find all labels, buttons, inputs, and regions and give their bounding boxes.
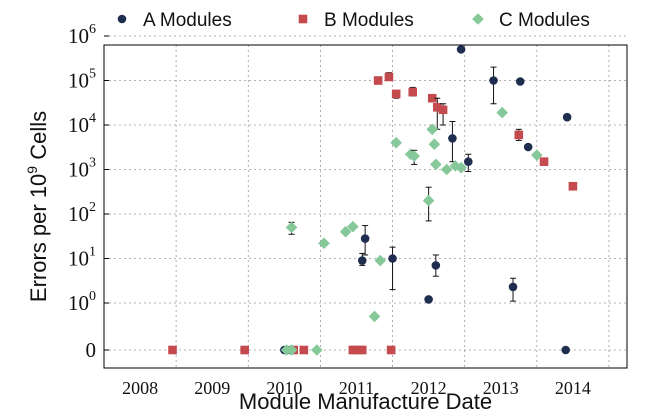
- y-tick-label: 103: [68, 156, 96, 182]
- series-diamond: [280, 106, 543, 356]
- y-tick-label: 101: [68, 245, 96, 271]
- data-point: [347, 220, 359, 233]
- data-point: [386, 345, 396, 355]
- data-point: [408, 87, 418, 97]
- data-point: [299, 345, 309, 355]
- data-point: [311, 344, 323, 356]
- x-tick-label: 2009: [194, 378, 230, 398]
- series-square: [168, 72, 578, 355]
- legend-label: A Modules: [143, 10, 232, 31]
- legend-label: C Modules: [499, 10, 590, 31]
- data-point: [430, 158, 442, 171]
- data-point: [448, 134, 457, 143]
- x-tick-label: 2011: [339, 378, 374, 398]
- legend-item-diamond: C Modules: [472, 10, 590, 31]
- data-point: [391, 89, 401, 99]
- data-point: [285, 221, 298, 234]
- data-point: [562, 112, 572, 122]
- data-point: [440, 163, 453, 176]
- legend-label: B Modules: [324, 10, 414, 31]
- data-point: [368, 310, 381, 323]
- y-tick-label: 106: [68, 22, 96, 48]
- x-tick-label: 2010: [266, 378, 302, 398]
- data-point: [422, 194, 435, 207]
- x-tick-label: 2008: [122, 378, 158, 398]
- data-point: [357, 345, 367, 355]
- y-axis-ticks: 0 100 101 102 103 104 105 106: [68, 22, 109, 362]
- legend-item-square: B Modules: [298, 10, 414, 31]
- y-tick-label: 104: [68, 111, 96, 137]
- grid: [104, 35, 627, 368]
- data-point: [508, 282, 518, 292]
- data-point: [561, 345, 570, 355]
- data-point: [568, 181, 578, 191]
- data-point: [348, 345, 358, 355]
- y-tick-label: 100: [68, 289, 96, 315]
- x-axis-label: Module Manufacture Date: [239, 389, 492, 414]
- y-tick-label: 102: [68, 200, 96, 226]
- data-point: [489, 76, 498, 85]
- data-point: [432, 102, 442, 112]
- data-point: [374, 254, 387, 267]
- data-point: [285, 344, 298, 356]
- data-point: [456, 45, 466, 54]
- legend-marker-circle: [117, 14, 127, 24]
- data-point: [424, 295, 433, 304]
- y-tick-label: 0: [86, 338, 97, 362]
- data-point: [455, 161, 467, 174]
- data-point: [531, 149, 543, 161]
- x-tick-label: 2014: [555, 378, 591, 398]
- data-point: [353, 345, 363, 355]
- data-point: [408, 150, 420, 162]
- data-point: [539, 157, 549, 166]
- data-point: [514, 130, 524, 140]
- legend-item-circle: A Modules: [117, 10, 232, 31]
- data-point: [360, 234, 370, 243]
- data-point: [318, 237, 330, 250]
- data-point: [428, 138, 441, 151]
- data-point: [427, 93, 437, 103]
- data-point: [339, 225, 352, 238]
- data-point: [515, 77, 525, 86]
- data-point: [390, 136, 402, 149]
- data-point: [168, 345, 177, 355]
- data-point: [388, 254, 397, 263]
- data-point: [438, 105, 448, 115]
- data-point: [384, 72, 394, 82]
- data-point: [523, 142, 533, 152]
- data-point: [463, 157, 473, 166]
- data-marks: [168, 45, 578, 356]
- x-tick-label: 2012: [411, 378, 447, 398]
- legend: A Modules B Modules C Modules: [117, 10, 590, 31]
- y-axis-label: Errors per 109 Cells: [24, 111, 51, 302]
- plot-frame: [103, 44, 628, 369]
- data-point: [431, 261, 441, 270]
- data-point: [426, 123, 439, 136]
- x-tick-label: 2013: [483, 378, 519, 398]
- legend-marker-square: [298, 14, 308, 24]
- data-point: [496, 106, 509, 119]
- legend-marker-diamond: [472, 13, 484, 25]
- data-point: [357, 256, 367, 265]
- y-tick-label: 105: [68, 67, 96, 93]
- data-point: [240, 345, 249, 355]
- x-axis-ticks: 2008 2009 2010 2011 2012 2013 2014: [122, 378, 591, 398]
- data-point: [373, 76, 383, 85]
